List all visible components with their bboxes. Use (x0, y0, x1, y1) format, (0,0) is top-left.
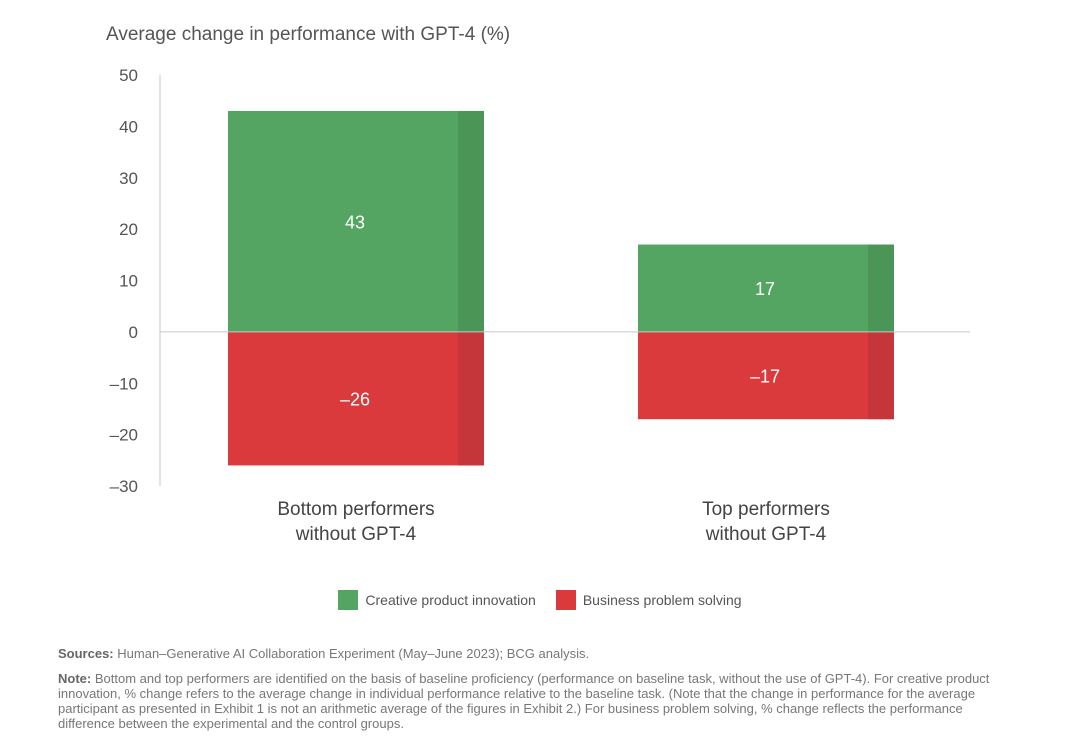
legend-swatch-business (555, 590, 576, 610)
x-category-label: Bottom performers (277, 499, 434, 520)
y-tick-label: –20 (110, 426, 138, 445)
y-tick-label: 10 (119, 272, 138, 291)
bar (228, 110, 484, 332)
y-tick-label: 0 (129, 323, 138, 342)
sources-text: Human–Generative AI Collaboration Experi… (117, 646, 590, 661)
note: Note: Bottom and top performers are iden… (58, 671, 1018, 731)
bar-shade (458, 331, 484, 466)
y-tick-label: 50 (119, 66, 138, 85)
y-tick-label: 20 (119, 220, 138, 239)
y-tick-label: 40 (119, 117, 138, 136)
bar (638, 244, 894, 332)
sources-label: Sources: (58, 646, 114, 661)
y-tick-label: 30 (119, 169, 138, 188)
legend-label-creative: Creative product innovation (365, 592, 536, 608)
bar (228, 331, 484, 466)
x-category-label: Top performers (702, 499, 830, 520)
data-label: 17 (755, 279, 775, 299)
data-label: 43 (345, 212, 365, 232)
y-tick-label: –10 (110, 374, 138, 393)
legend-item-creative: Creative product innovation (338, 590, 536, 610)
footnotes: Sources: Human–Generative AI Collaborati… (58, 646, 1018, 741)
legend-swatch-creative (338, 590, 359, 610)
y-tick-label: –30 (110, 477, 138, 496)
legend: Creative product innovation Business pro… (0, 590, 1080, 610)
note-label: Note: (58, 671, 92, 686)
legend-item-business: Business problem solving (555, 590, 742, 610)
note-text: Bottom and top performers are identified… (58, 671, 990, 731)
legend-label-business: Business problem solving (582, 592, 742, 608)
bar-shade (868, 331, 894, 420)
bar-chart: 50 40 30 20 10 0 –10 –20 –30 43 –26 Bottom performe… (110, 66, 970, 545)
x-category-label: without GPT-4 (705, 524, 827, 545)
data-label: –26 (340, 390, 370, 410)
bar (638, 331, 894, 420)
chart-title: Average change in performance with GPT-4… (106, 24, 511, 45)
sources-note: Sources: Human–Generative AI Collaborati… (58, 646, 1018, 661)
data-label: –17 (750, 367, 780, 387)
bar-shade (458, 110, 484, 332)
x-category-label: without GPT-4 (295, 524, 417, 545)
bar-shade (868, 244, 894, 332)
